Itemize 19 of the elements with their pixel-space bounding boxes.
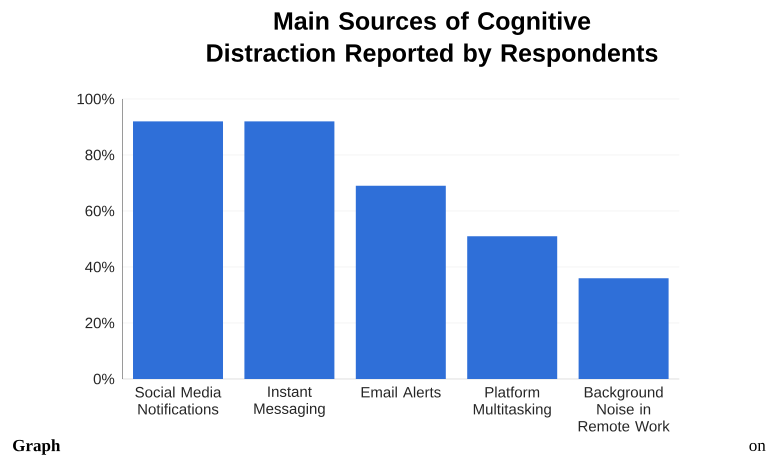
bar <box>467 236 558 379</box>
y-tick-label: 0% <box>94 374 114 384</box>
bar <box>244 121 334 379</box>
x-tick-label: Background Noise in Remote Work <box>578 386 670 432</box>
bar <box>133 121 224 379</box>
x-tick-label: Instant Messaging <box>254 386 325 417</box>
y-tick-label: 100% <box>78 94 114 104</box>
y-tick-label: 20% <box>86 318 114 328</box>
bar <box>356 186 446 379</box>
y-tick-label: 40% <box>85 262 114 272</box>
x-tick-label: Platform Multitasking <box>474 386 551 418</box>
x-tick-label: Social Media Notifications <box>135 386 222 415</box>
x-tick-label: Email Alerts <box>362 386 441 398</box>
text: Graph <box>13 439 60 455</box>
y-tick-label: 80% <box>85 150 114 160</box>
chart-title: Main Sources of Cognitive Distraction Reported by Respondents <box>207 12 658 67</box>
bar <box>578 278 669 379</box>
text: on <box>749 442 766 452</box>
y-tick-label: 60% <box>86 206 114 216</box>
